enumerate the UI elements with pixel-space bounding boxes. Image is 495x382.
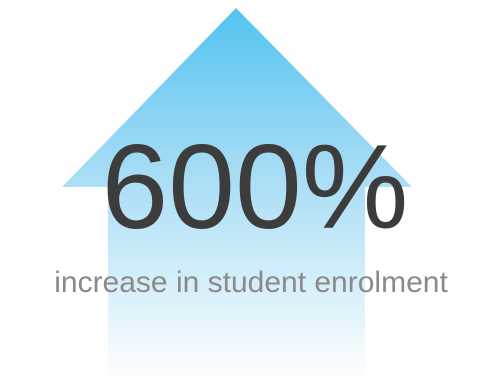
stat-value: 600% <box>102 120 409 254</box>
up-arrow <box>62 8 412 382</box>
stat-caption: increase in student enrolment <box>54 266 448 299</box>
